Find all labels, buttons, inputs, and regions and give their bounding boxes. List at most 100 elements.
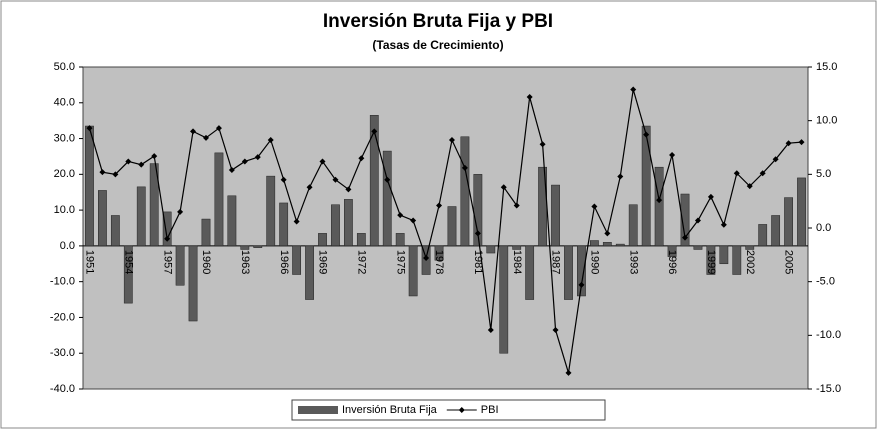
marker (332, 176, 339, 183)
bar (693, 245, 703, 250)
bar (771, 215, 781, 247)
marker (280, 176, 287, 183)
bar (460, 136, 470, 247)
marker (151, 153, 158, 160)
x-tick-label: 1951 (84, 250, 96, 274)
marker (267, 136, 274, 143)
marker (228, 167, 235, 174)
bar (98, 190, 107, 247)
marker (423, 255, 430, 262)
y-tick-label: -30.0 (50, 347, 75, 359)
marker (733, 170, 740, 177)
bar (344, 199, 353, 247)
marker (552, 326, 559, 333)
marker (215, 125, 222, 132)
marker (319, 158, 326, 165)
marker (759, 170, 766, 177)
y2-tick-label: 5.0 (816, 168, 831, 180)
legend-swatch (458, 407, 465, 413)
bar (395, 233, 405, 247)
marker (448, 136, 455, 143)
marker (487, 326, 494, 333)
marker (345, 186, 352, 193)
bar (745, 245, 755, 250)
bar (305, 245, 314, 300)
marker (707, 193, 714, 200)
marker (746, 183, 753, 190)
x-tick-label: 1978 (433, 250, 445, 274)
marker (539, 141, 546, 148)
marker (643, 131, 650, 138)
bar (188, 245, 198, 322)
marker (190, 128, 197, 135)
marker (306, 184, 313, 191)
marker (125, 158, 132, 165)
y-tick-label: 10.0 (54, 204, 75, 216)
marker (241, 158, 248, 165)
marker (254, 154, 261, 161)
plot-area (82, 66, 809, 390)
x-tick-label: 1954 (122, 250, 134, 274)
marker (384, 176, 391, 183)
marker (617, 173, 624, 180)
bar (641, 125, 651, 247)
bar (110, 215, 120, 247)
bar (85, 125, 94, 247)
bar (732, 245, 742, 275)
marker (202, 134, 209, 141)
bar (551, 184, 560, 247)
x-tick-label: 1993 (627, 250, 639, 274)
marker (461, 164, 468, 171)
marker (785, 140, 792, 147)
bar (408, 245, 418, 297)
bar (615, 243, 625, 247)
bar (253, 245, 263, 248)
x-tick-label: 1987 (550, 250, 562, 274)
y-tick-label: 50.0 (54, 61, 75, 73)
x-tick-label: 1996 (666, 250, 678, 274)
marker (358, 155, 365, 162)
marker (772, 156, 779, 163)
bar (331, 204, 340, 247)
bar (577, 245, 586, 297)
y2-tick-label: 0.0 (816, 222, 831, 234)
chart-subtitle: (Tasas de Crecimiento) (372, 38, 503, 52)
marker (112, 171, 119, 178)
y-tick-label: 20.0 (54, 168, 75, 180)
marker (371, 128, 378, 135)
marker (138, 161, 145, 168)
x-tick-label: 1963 (239, 250, 251, 274)
y2-tick-label: 15.0 (816, 61, 837, 73)
marker (604, 230, 611, 237)
marker (578, 281, 585, 288)
x-tick-label: 1990 (588, 250, 600, 274)
marker (410, 217, 417, 224)
bar (292, 245, 302, 275)
legend-label: PBI (481, 404, 499, 416)
bar (680, 193, 690, 247)
bar (149, 163, 159, 247)
marker (591, 203, 598, 210)
marker (798, 139, 805, 146)
bar (499, 245, 509, 354)
bar (240, 245, 250, 250)
bar (382, 150, 392, 247)
bar (266, 175, 276, 247)
y-tick-label: 0.0 (60, 240, 75, 252)
bar (136, 186, 146, 247)
marker (513, 202, 520, 209)
marker (164, 235, 171, 242)
bar (123, 245, 133, 304)
marker (474, 230, 481, 237)
y2-tick-label: -5.0 (816, 276, 835, 288)
x-tick-label: 1966 (278, 250, 290, 274)
bar (512, 245, 522, 250)
bar (175, 245, 185, 286)
x-tick-label: 1960 (200, 250, 212, 274)
bar (706, 245, 716, 275)
bar (201, 218, 211, 247)
marker (682, 234, 689, 241)
x-tick-label: 1984 (511, 250, 523, 274)
y2-tick-label: -15.0 (816, 383, 841, 395)
y2-tick-label: -10.0 (816, 329, 841, 341)
